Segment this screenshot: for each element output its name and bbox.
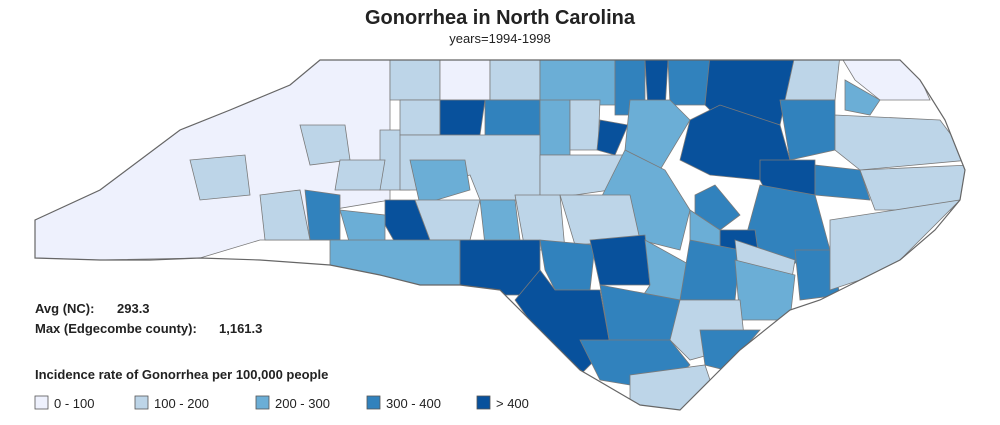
county [439, 60, 491, 101]
county-layer [35, 60, 965, 410]
county [304, 189, 341, 241]
max-value: 1,161.3 [219, 321, 262, 336]
county [589, 234, 651, 286]
county [829, 199, 962, 291]
county [596, 119, 629, 156]
county [699, 329, 761, 371]
county [784, 60, 841, 101]
county [439, 99, 486, 136]
legend-label: 300 - 400 [386, 396, 441, 411]
legend-label: 200 - 300 [275, 396, 330, 411]
legend-swatch [255, 395, 270, 410]
max-label: Max (Edgecombe county): [35, 321, 197, 336]
county [834, 114, 965, 171]
legend-title: Incidence rate of Gonorrhea per 100,000 … [35, 367, 328, 382]
subtitle: years=1994-1998 [449, 31, 551, 46]
legend-label: > 400 [496, 396, 529, 411]
legend-swatch [366, 395, 381, 410]
county [489, 60, 541, 101]
county [667, 60, 711, 106]
legend-swatch [134, 395, 149, 410]
legend-swatch [34, 395, 49, 410]
title: Gonorrhea in North Carolina [365, 7, 636, 29]
county [624, 99, 691, 171]
avg-value: 293.3 [117, 301, 150, 316]
county [539, 99, 571, 156]
legend: 0 - 100 100 - 200 200 - 300 300 - 400 > 400 [34, 395, 529, 411]
county [479, 199, 521, 246]
county [679, 239, 741, 301]
county [569, 99, 601, 151]
county [334, 159, 386, 191]
avg-label: Avg (NC): [35, 301, 94, 316]
legend-swatch [476, 395, 491, 410]
county [329, 239, 461, 291]
county [844, 79, 881, 116]
state-outline [34, 59, 966, 411]
legend-label: 0 - 100 [54, 396, 94, 411]
county [779, 99, 836, 161]
county [814, 164, 871, 201]
county [539, 60, 616, 106]
county [409, 159, 471, 206]
county [189, 154, 251, 201]
county [399, 99, 441, 136]
legend-label: 100 - 200 [154, 396, 209, 411]
county [389, 60, 441, 101]
